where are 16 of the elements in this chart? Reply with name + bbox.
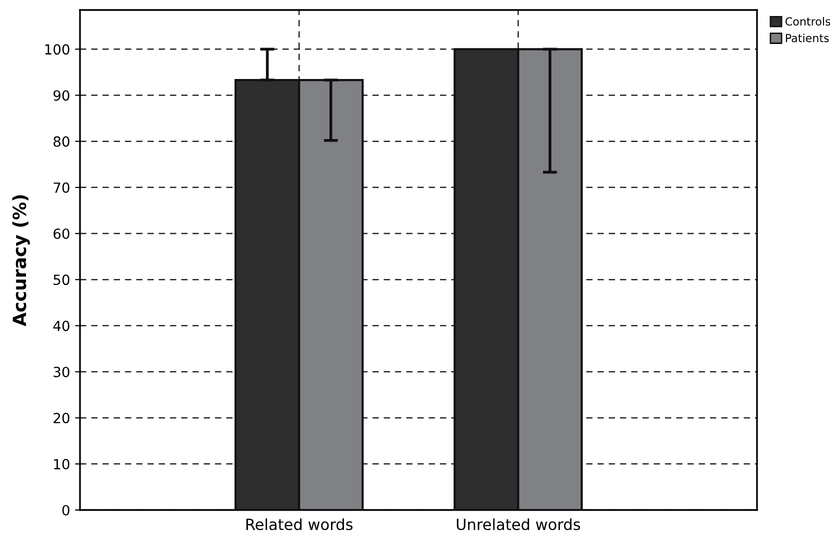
y-tick-label: 0 — [62, 504, 70, 516]
x-tick-label: Related words — [246, 518, 353, 530]
y-tick-label: 20 — [54, 412, 70, 424]
legend-label: Controls — [786, 17, 830, 26]
y-tick-label: 70 — [54, 182, 70, 193]
y-tick-label: 90 — [53, 90, 70, 101]
y-axis-title: Accuracy (%) — [12, 195, 30, 326]
x-tick-label: Unrelated words — [456, 518, 580, 530]
y-tick-label: 60 — [54, 228, 70, 239]
y-tick-label: 40 — [53, 320, 70, 332]
legend-label: Patients — [786, 34, 829, 42]
y-tick-label: 80 — [54, 136, 70, 147]
y-tick-label: 50 — [54, 274, 70, 286]
y-tick-label: 10 — [54, 458, 70, 470]
y-tick-label: 30 — [54, 366, 70, 378]
y-tick-label: 100 — [45, 44, 70, 55]
